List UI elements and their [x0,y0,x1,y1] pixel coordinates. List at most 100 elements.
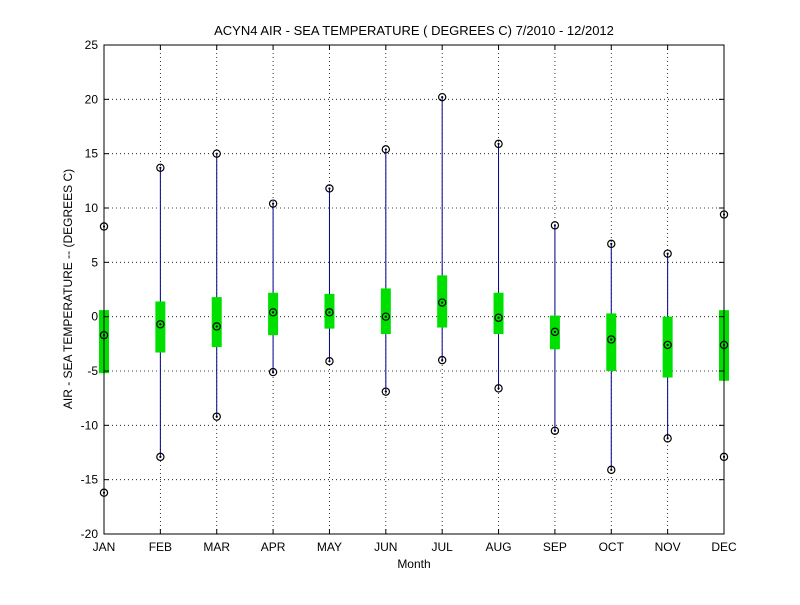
iqr-box [662,316,673,378]
x-tick-label: DEC [711,540,737,554]
iqr-box [268,292,279,336]
median-marker-dot [441,301,444,304]
x-tick-label: MAR [203,540,230,554]
x-axis-label: Month [397,557,430,571]
median-marker-ring [437,298,447,307]
x-tick-label: SEP [543,540,567,554]
min-marker-ring [325,357,334,366]
median-marker [550,327,560,337]
axes-frame [103,44,725,535]
max-marker-ring [325,184,334,193]
min-marker [663,434,672,443]
x-tick-label: FEB [149,540,172,554]
median-marker-ring [268,308,278,317]
median-marker [156,320,165,329]
max-marker-ring [268,199,278,208]
max-marker [156,163,165,172]
min-marker-dot [553,429,557,432]
max-marker-ring [156,163,165,172]
max-marker-ring [437,92,447,102]
iqr-box [606,313,617,371]
x-tick-label: NOV [655,540,681,554]
median-marker-dot [610,338,613,341]
y-tick-label: 20 [85,92,99,106]
max-marker-ring [494,139,503,149]
y-tick-label: 15 [85,147,99,161]
min-marker-ring [663,434,672,443]
median-marker-dot [215,325,218,328]
max-marker [494,139,503,149]
max-marker-ring [212,149,221,158]
iqr-box [155,301,166,353]
min-marker-ring [437,355,447,365]
y-tick-label: -15 [81,473,99,487]
median-marker [437,298,447,307]
y-tick-label: -5 [87,364,98,378]
max-marker-ring [381,145,391,154]
min-marker-ring [268,367,278,377]
min-marker-dot [215,415,218,418]
min-marker-dot [159,455,162,458]
min-marker [325,357,334,366]
median-marker-dot [159,323,162,326]
iqr-box [211,297,222,348]
median-marker-dot [666,343,669,347]
max-marker-ring [550,221,560,230]
max-marker-dot [553,224,557,227]
min-marker-ring [156,452,165,462]
min-marker-ring [550,426,560,435]
min-marker [607,465,616,475]
min-marker-dot [384,390,387,393]
max-marker-dot [610,242,613,245]
y-tick-label: 0 [91,310,98,324]
min-marker-dot [497,387,500,390]
iqr-box [380,288,391,335]
median-marker-dot [497,316,500,319]
min-marker [268,367,278,377]
max-marker-dot [159,166,162,169]
x-tick-label: MAY [317,540,342,554]
median-marker-ring [494,313,503,322]
median-marker-ring [212,322,221,331]
x-tick-label: JUN [374,540,397,554]
max-marker [381,145,391,154]
max-marker [550,221,560,230]
max-marker-dot [384,148,387,151]
median-marker-ring [381,312,391,321]
min-marker [437,355,447,365]
median-marker [607,335,616,344]
min-marker-ring [607,465,616,475]
median-marker [663,340,672,350]
median-marker [381,312,391,321]
min-marker-ring [212,412,221,421]
median-marker-ring [550,327,560,337]
x-tick-label: JAN [93,540,116,554]
y-tick-label: -20 [81,527,99,541]
max-marker [268,199,278,208]
max-marker-dot [497,142,500,145]
median-marker [268,308,278,317]
min-marker-dot [328,360,331,363]
min-marker [156,452,165,462]
plot-series [99,92,729,497]
median-marker [212,322,221,331]
x-tick-label: JUL [432,540,454,554]
min-marker [550,426,560,435]
chart-title: ACYN4 AIR - SEA TEMPERATURE ( DEGREES C)… [214,23,614,38]
max-marker-ring [607,239,616,249]
max-marker-ring [663,249,672,258]
median-marker [494,313,503,322]
min-marker-ring [381,387,391,396]
median-marker-dot [328,311,331,314]
median-marker [325,308,334,317]
median-marker-ring [156,320,165,329]
min-marker [494,384,503,393]
y-axis-label: AIR - SEA TEMPERATURE -- (DEGREES C) [61,169,75,409]
x-tick-label: OCT [599,540,625,554]
min-marker [212,412,221,421]
min-marker-dot [666,437,669,440]
min-marker [381,387,391,396]
y-tick-label: 5 [91,255,98,269]
